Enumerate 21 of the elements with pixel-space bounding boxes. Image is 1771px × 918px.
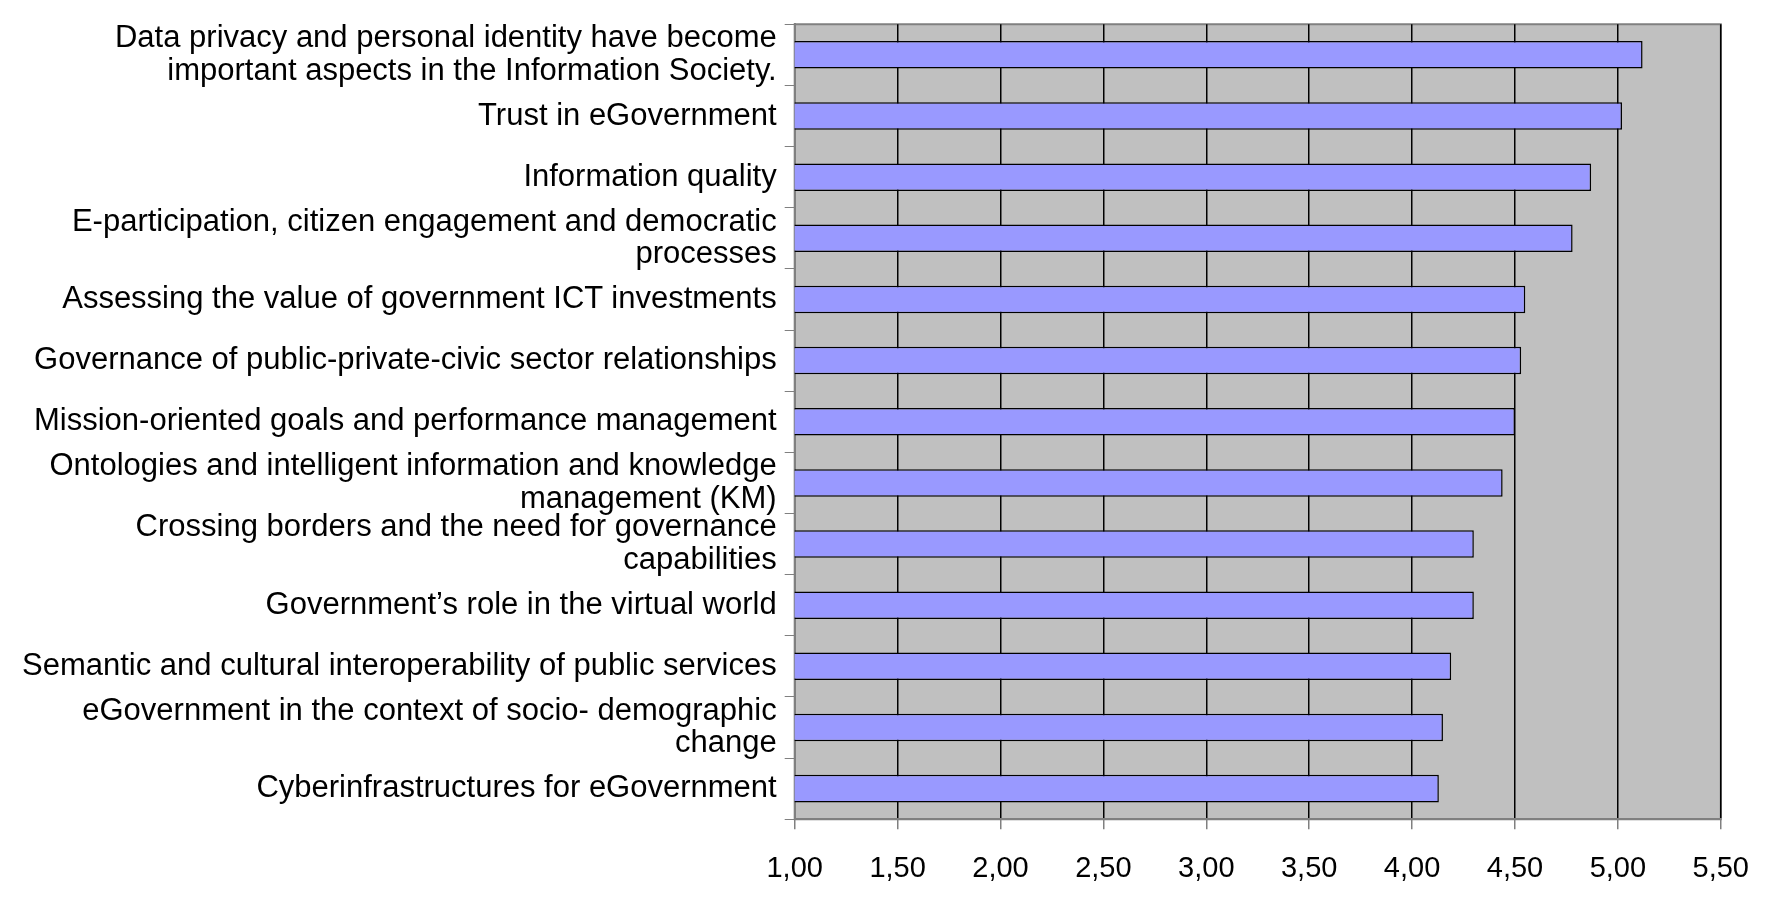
y-tick-label: Data privacy and personal identity have become important aspects in the Information Society.: [114, 19, 777, 87]
x-tick-label: 4,50: [1486, 850, 1544, 883]
y-tick-label: Government’s role in the virtual world: [265, 585, 777, 621]
x-tick-label: 2,00: [972, 850, 1029, 883]
x-tick-label: 5,50: [1692, 850, 1750, 883]
x-tick-label: 3,50: [1280, 850, 1338, 883]
y-tick-label: Cyberinfrastructures for eGovernment: [256, 769, 778, 805]
y-tick-label: Trust in eGovernment: [478, 96, 778, 132]
y-tick-label: E-participation, citizen engagement and democratic processes: [71, 202, 777, 271]
x-tick-label: 4,00: [1383, 850, 1441, 883]
y-tick-label: Mission-oriented goals and performance management: [34, 402, 778, 438]
y-tick-label: Assessing the value of government ICT investments: [62, 279, 777, 315]
x-tick-label: 2,50: [1075, 850, 1132, 883]
y-tick-label: Semantic and cultural interoperability of public services: [22, 646, 777, 682]
x-tick-label: 1,50: [869, 850, 926, 883]
y-tick-label: Governance of public-private-civic sector relationships: [34, 341, 777, 377]
x-tick-label: 1,00: [766, 850, 823, 883]
y-tick-label: eGovernment in the context of socio- demographic change: [82, 691, 777, 760]
x-tick-label: 3,00: [1178, 850, 1235, 883]
y-tick-label: Information quality: [523, 157, 778, 193]
x-tick-label: 5,00: [1589, 850, 1647, 883]
